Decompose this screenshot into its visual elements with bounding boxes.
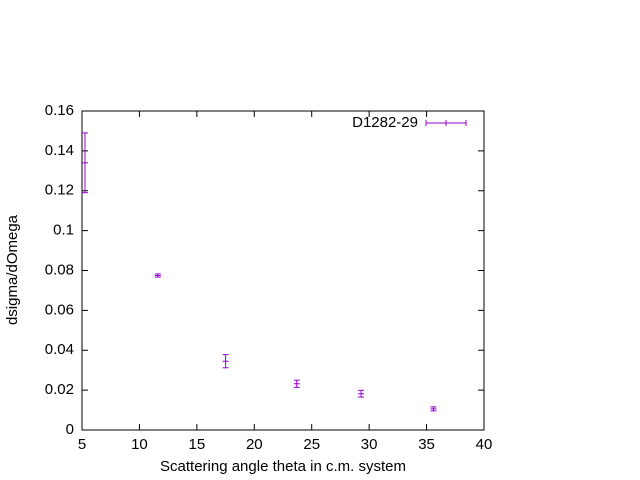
x-tick-label: 5 — [78, 436, 86, 453]
error-bar — [222, 354, 229, 369]
x-tick-label: 30 — [361, 436, 378, 453]
y-tick-label: 0.1 — [53, 222, 74, 239]
x-tick-label: 20 — [246, 436, 263, 453]
x-tick-label: 25 — [303, 436, 320, 453]
y-tick-label: 0.02 — [45, 381, 74, 398]
y-tick-label: 0.12 — [45, 182, 74, 199]
x-axis-label: Scattering angle theta in c.m. system — [160, 458, 406, 475]
error-bar — [293, 379, 300, 388]
y-tick-label: 0.08 — [45, 261, 74, 278]
x-tick-label: 15 — [189, 436, 206, 453]
y-tick-label: 0.06 — [45, 301, 74, 318]
legend-label: D1282-29 — [352, 114, 418, 131]
x-tick-label: 35 — [418, 436, 435, 453]
error-bar — [81, 132, 88, 194]
plot-border — [81, 110, 485, 431]
legend-swatch — [425, 120, 467, 126]
x-tick-label: 40 — [476, 436, 493, 453]
y-axis-label: dsigma/dOmega — [4, 214, 21, 325]
error-bar — [358, 389, 365, 398]
x-tick-label: 10 — [131, 436, 148, 453]
y-tick-label: 0.16 — [45, 102, 74, 119]
y-tick-label: 0.14 — [45, 142, 74, 159]
y-tick-label: 0.04 — [45, 341, 74, 358]
error-bar — [154, 273, 161, 278]
error-bar — [430, 406, 437, 412]
y-tick-label: 0 — [66, 421, 74, 438]
